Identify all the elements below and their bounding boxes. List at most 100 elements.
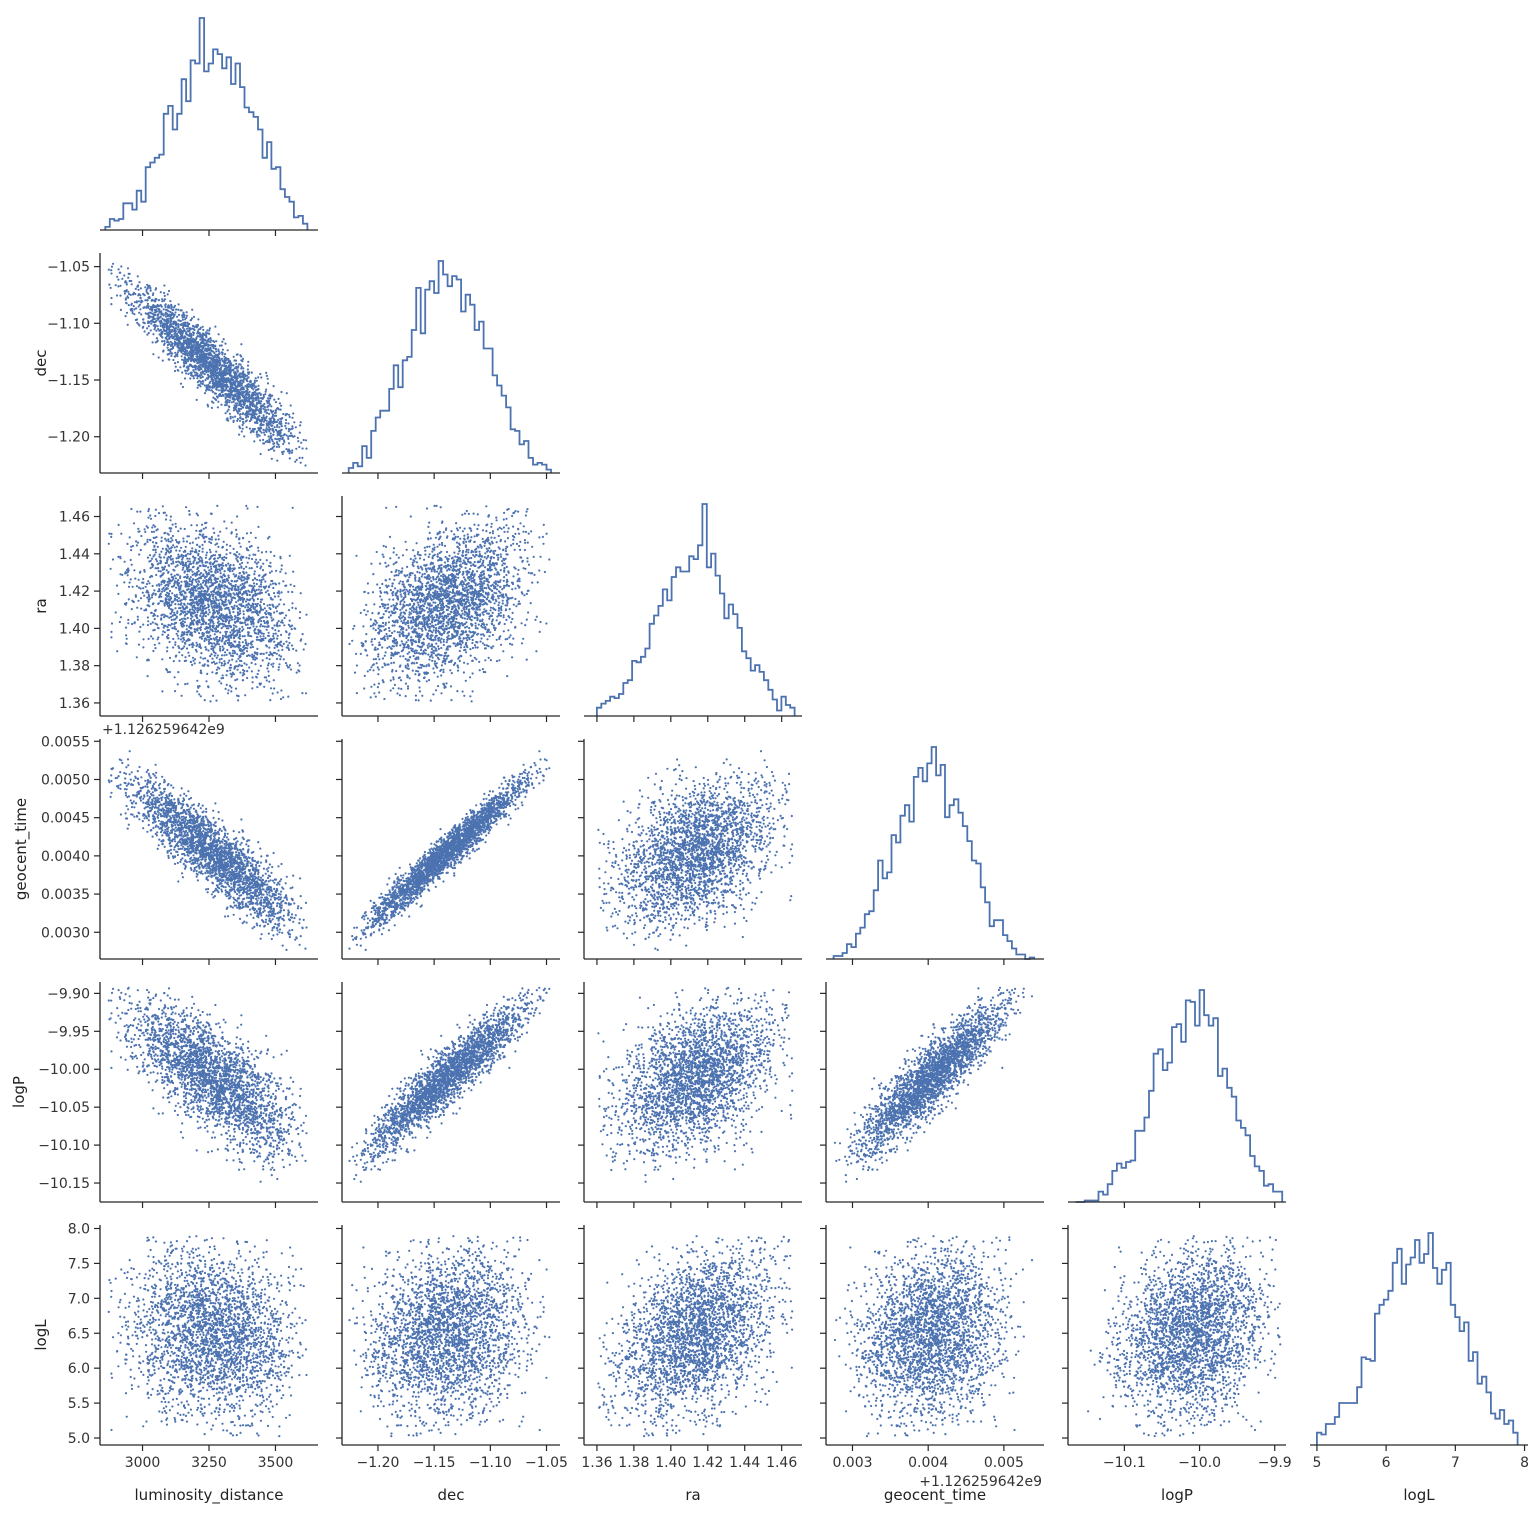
scatter-point	[237, 377, 239, 379]
scatter-point	[268, 426, 270, 428]
scatter-point	[180, 383, 182, 385]
scatter-point	[177, 328, 179, 330]
scatter-point	[263, 431, 265, 433]
scatter-point	[138, 300, 140, 302]
scatter-point	[276, 446, 278, 448]
scatter-point	[178, 319, 180, 321]
scatter-point	[247, 361, 249, 363]
scatter-point	[171, 331, 173, 333]
scatter-point	[272, 434, 274, 436]
scatter-point	[208, 389, 210, 391]
scatter-point	[224, 369, 226, 371]
scatter-point	[204, 343, 206, 345]
scatter-point	[172, 325, 174, 327]
scatter-point	[211, 345, 213, 347]
scatter-point	[242, 367, 244, 369]
scatter-point	[110, 287, 112, 289]
panel-dec-vs-luminosity_distance: −1.20−1.15−1.10−1.05	[47, 253, 318, 479]
scatter-point	[204, 373, 206, 375]
scatter-point	[152, 353, 154, 355]
scatter-point	[171, 335, 173, 337]
scatter-point	[267, 382, 269, 384]
scatter-point	[263, 414, 265, 416]
scatter-point	[243, 388, 245, 390]
scatter-point	[232, 421, 234, 423]
scatter-point	[298, 446, 300, 448]
scatter-point	[249, 380, 251, 382]
scatter-point	[112, 263, 114, 265]
scatter-point	[225, 398, 227, 400]
scatter-point	[212, 340, 214, 342]
scatter-point	[226, 418, 228, 420]
scatter-point	[205, 356, 207, 358]
scatter-point	[269, 420, 271, 422]
scatter-point	[274, 438, 276, 440]
scatter-point	[132, 312, 134, 314]
scatter-point	[146, 327, 148, 329]
scatter-point	[242, 413, 244, 415]
scatter-point	[266, 406, 268, 408]
scatter-point	[165, 306, 167, 308]
scatter-point	[272, 443, 274, 445]
scatter-point	[224, 353, 226, 355]
scatter-point	[177, 351, 179, 353]
scatter-point	[277, 419, 279, 421]
scatter-point	[117, 279, 119, 281]
scatter-point	[229, 413, 231, 415]
scatter-point	[211, 407, 213, 409]
scatter-point	[154, 314, 156, 316]
scatter-point	[288, 430, 290, 432]
scatter-point	[215, 350, 217, 352]
scatter-point	[242, 392, 244, 394]
scatter-point	[154, 311, 156, 313]
scatter-point	[262, 442, 264, 444]
scatter-point	[242, 428, 244, 430]
scatter-point	[278, 446, 280, 448]
scatter-point	[173, 316, 175, 318]
scatter-point	[152, 294, 154, 296]
scatter-point	[230, 362, 232, 364]
scatter-point	[199, 369, 201, 371]
scatter-point	[260, 393, 262, 395]
scatter-point	[175, 325, 177, 327]
scatter-point	[187, 334, 189, 336]
scatter-point	[215, 348, 217, 350]
scatter-point	[121, 278, 123, 280]
scatter-point	[257, 376, 259, 378]
scatter-point	[273, 450, 275, 452]
scatter-point	[202, 380, 204, 382]
scatter-point	[275, 409, 277, 411]
scatter-point	[254, 411, 256, 413]
scatter-point	[168, 310, 170, 312]
scatter-point	[168, 318, 170, 320]
scatter-point	[161, 336, 163, 338]
scatter-point	[182, 386, 184, 388]
scatter-point	[138, 305, 140, 307]
scatter-point	[176, 316, 178, 318]
scatter-point	[152, 341, 154, 343]
scatter-point	[262, 439, 264, 441]
scatter-point	[288, 448, 290, 450]
scatter-point	[127, 324, 129, 326]
scatter-point	[237, 353, 239, 355]
scatter-point	[225, 388, 227, 390]
scatter-point	[120, 265, 122, 267]
scatter-point	[194, 353, 196, 355]
scatter-point	[285, 448, 287, 450]
scatter-point	[260, 400, 262, 402]
scatter-point	[239, 354, 241, 356]
scatter-point	[254, 391, 256, 393]
scatter-point	[178, 349, 180, 351]
scatter-point	[242, 424, 244, 426]
scatter-point	[305, 448, 307, 450]
scatter-point	[243, 435, 245, 437]
scatter-point	[215, 340, 217, 342]
scatter-point	[259, 424, 261, 426]
scatter-point	[217, 366, 219, 368]
scatter-point	[214, 326, 216, 328]
scatter-point	[166, 339, 168, 341]
scatter-point	[134, 301, 136, 303]
scatter-point	[108, 269, 110, 271]
scatter-point	[177, 370, 179, 372]
